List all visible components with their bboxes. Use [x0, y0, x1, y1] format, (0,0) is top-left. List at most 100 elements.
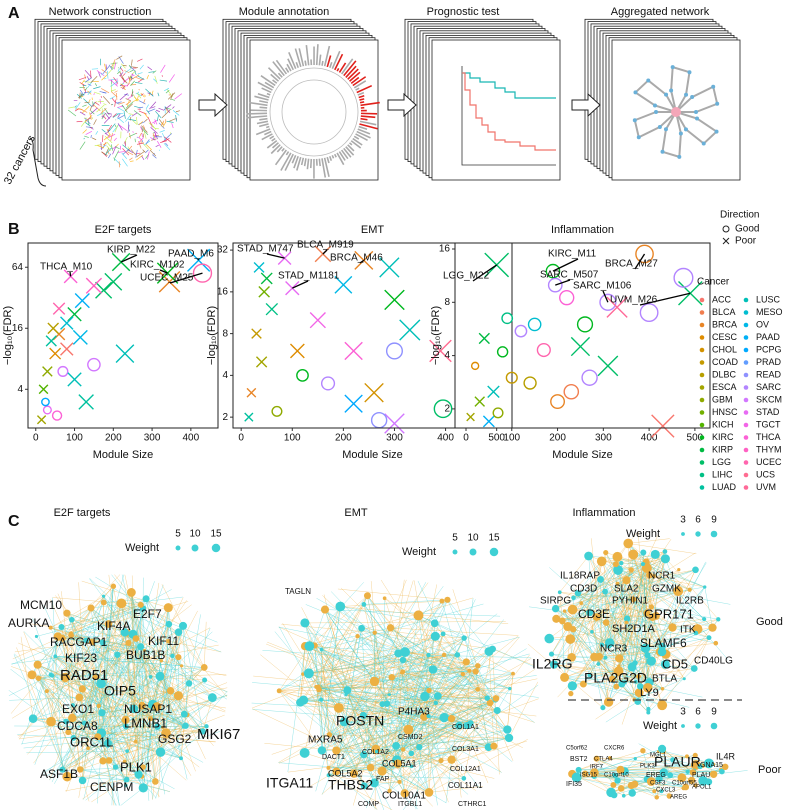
point-poor	[265, 302, 279, 316]
network-node	[472, 668, 479, 675]
network-edge	[408, 633, 444, 730]
radial-bar	[257, 81, 273, 91]
point-good	[514, 324, 528, 338]
point-good	[563, 383, 580, 400]
point-good	[42, 405, 52, 415]
network-node	[557, 590, 562, 595]
network-node	[619, 560, 624, 566]
radial-bar	[275, 59, 288, 75]
network-edge	[158, 607, 169, 798]
network-edge	[631, 569, 705, 620]
network-node	[646, 572, 653, 579]
network-edge	[80, 769, 156, 782]
network-edge	[122, 64, 127, 67]
radial-bar	[246, 115, 268, 119]
network-node	[399, 656, 407, 664]
network-edge	[83, 81, 92, 83]
network-edge	[17, 734, 74, 739]
network-node	[722, 763, 729, 771]
network-edge	[128, 118, 137, 121]
network-node	[420, 712, 429, 721]
network-node	[634, 688, 644, 698]
network-edge	[72, 717, 156, 782]
agg-node	[677, 154, 682, 159]
network-edge	[155, 714, 188, 799]
radial-bar	[280, 152, 292, 171]
network-node	[504, 733, 514, 743]
network-edge	[66, 654, 118, 792]
legend-swatch	[743, 435, 749, 440]
point-poor	[466, 412, 475, 422]
gene-label: CD3D	[570, 584, 597, 595]
network-node	[462, 658, 470, 666]
km-good	[462, 72, 556, 99]
network-node	[59, 634, 66, 642]
network-node	[667, 772, 674, 779]
network-node	[134, 770, 143, 779]
point-poor	[42, 366, 53, 377]
radial-bar	[300, 157, 305, 166]
legend-label: SARC	[756, 382, 782, 392]
network-edge	[488, 651, 495, 747]
network-edge	[72, 717, 161, 753]
radial-bar	[347, 144, 355, 152]
weight-swatch	[452, 549, 458, 555]
legend-swatch	[743, 347, 749, 353]
network-edge	[74, 102, 81, 110]
network-node	[697, 763, 703, 770]
network-node	[643, 609, 651, 617]
network-edge	[328, 774, 375, 784]
step-title: Module annotation	[239, 6, 330, 18]
network-edge	[328, 623, 435, 768]
network-edge	[55, 656, 182, 667]
agg-node	[664, 92, 669, 97]
network-edge	[135, 638, 182, 667]
legend-label: KICH	[712, 419, 734, 429]
network-edge	[150, 125, 153, 128]
weight-tick-label: 10	[467, 533, 479, 544]
legend-label: CHOL	[712, 344, 737, 354]
network-edge	[130, 160, 134, 162]
network-node	[590, 652, 599, 662]
radial-bar	[315, 44, 319, 66]
network-edge	[78, 92, 81, 99]
gene-label: COL10A1	[382, 791, 426, 802]
radial-bar	[318, 54, 322, 66]
network-node	[636, 683, 644, 690]
x-tick-label: 400	[183, 433, 200, 444]
network-edge	[130, 74, 140, 80]
annotation-leader	[197, 258, 200, 261]
network-edge	[101, 128, 106, 133]
network-edge	[340, 606, 392, 678]
radial-bar	[306, 158, 310, 170]
network-edge	[72, 705, 102, 733]
network-node	[123, 776, 130, 783]
network-node	[180, 710, 188, 718]
network-node	[96, 678, 106, 689]
network-node	[654, 795, 659, 800]
network-edge	[102, 96, 111, 104]
network-edge	[154, 75, 158, 84]
gene-label: NCR1	[648, 571, 676, 582]
network-node	[493, 706, 501, 715]
network-edge	[131, 592, 150, 801]
network-edge	[166, 120, 174, 123]
network-edge	[182, 625, 204, 732]
network-edge	[152, 133, 155, 139]
network-edge	[364, 740, 527, 787]
network-edge	[178, 695, 184, 727]
network-edge	[57, 604, 141, 637]
plot-frame	[27, 242, 219, 429]
network-edge	[321, 606, 341, 650]
network-edge	[140, 126, 149, 136]
y-axis-label: −log₁₀(FDR)	[2, 306, 14, 365]
x-tick-label: 0	[33, 433, 39, 444]
legend-label: ACC	[712, 294, 732, 304]
network-node	[633, 679, 638, 684]
network-edge	[432, 637, 465, 670]
point-poor	[115, 344, 135, 363]
legend-label: READ	[756, 369, 782, 379]
network-edge	[131, 59, 133, 66]
radial-bar	[359, 98, 365, 101]
network-edge	[404, 760, 442, 794]
